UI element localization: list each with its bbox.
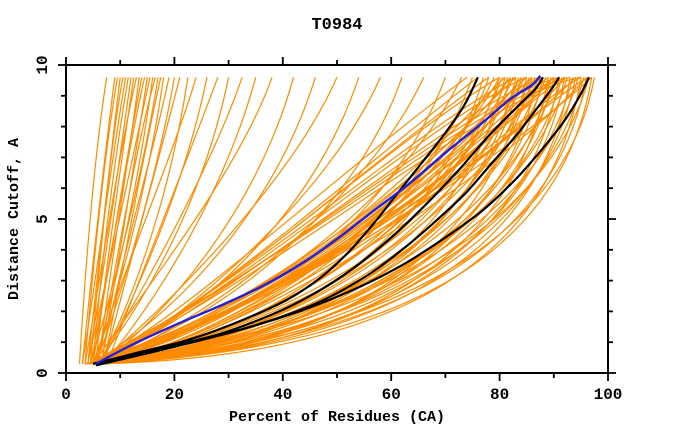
black-highlight-curve xyxy=(92,76,479,365)
y-tick-label: 0 xyxy=(34,368,52,378)
x-tick-label: 40 xyxy=(273,386,292,404)
x-tick-label: 80 xyxy=(490,386,509,404)
orange-model-curve xyxy=(81,77,127,364)
orange-model-curve xyxy=(84,77,579,365)
orange-model-curve xyxy=(95,76,479,365)
orange-model-curve xyxy=(84,77,138,364)
orange-model-curve xyxy=(92,76,560,365)
orange-model-curve xyxy=(97,77,189,365)
black-highlight-curves-group xyxy=(92,76,590,367)
orange-model-curve xyxy=(92,77,273,365)
orange-model-curve xyxy=(93,77,566,365)
orange-model-curve xyxy=(97,77,156,364)
orange-model-curve xyxy=(89,77,159,364)
orange-model-curve xyxy=(98,77,338,365)
orange-model-curve xyxy=(103,77,181,364)
axes-frame-group xyxy=(58,57,616,381)
orange-model-curve xyxy=(98,76,581,365)
orange-model-curve xyxy=(92,77,146,364)
x-axis-label: Percent of Residues (CA) xyxy=(229,409,445,426)
y-tick-label: 10 xyxy=(34,55,52,74)
orange-model-curve xyxy=(101,77,587,365)
orange-model-curve xyxy=(87,77,590,365)
orange-model-curve xyxy=(87,77,151,364)
x-tick-label: 100 xyxy=(594,386,623,404)
x-tick-label: 20 xyxy=(165,386,184,404)
orange-model-curve xyxy=(98,77,595,365)
orange-model-curve xyxy=(87,77,132,364)
orange-model-curve xyxy=(87,76,506,365)
orange-model-curve xyxy=(95,77,230,365)
x-tick-label: 0 xyxy=(61,386,71,404)
black-highlight-curve xyxy=(95,76,590,365)
orange-model-curve xyxy=(81,77,116,364)
orange-model-curve xyxy=(78,77,108,364)
blue-reference-curve xyxy=(95,74,542,365)
orange-model-curve xyxy=(95,77,577,365)
orange-model-curve xyxy=(103,77,257,365)
orange-model-curve xyxy=(103,77,162,364)
x-tick-label: 60 xyxy=(382,386,401,404)
y-axis-label: Distance Cutoff, A xyxy=(6,138,23,300)
orange-model-curve xyxy=(90,77,571,365)
orange-model-curves-group xyxy=(78,76,595,365)
tick-labels-group: 0 20 40 60 80 100 0 5 10 xyxy=(34,55,622,404)
y-tick-label: 5 xyxy=(34,214,52,224)
orange-model-curve xyxy=(92,77,197,364)
orange-model-curve xyxy=(97,77,243,365)
orange-model-curve xyxy=(100,77,170,364)
orange-model-curve xyxy=(93,77,585,365)
blue-reference-curve-group xyxy=(95,74,542,365)
plot-title: T0984 xyxy=(311,16,362,35)
orange-model-curve xyxy=(90,76,468,365)
